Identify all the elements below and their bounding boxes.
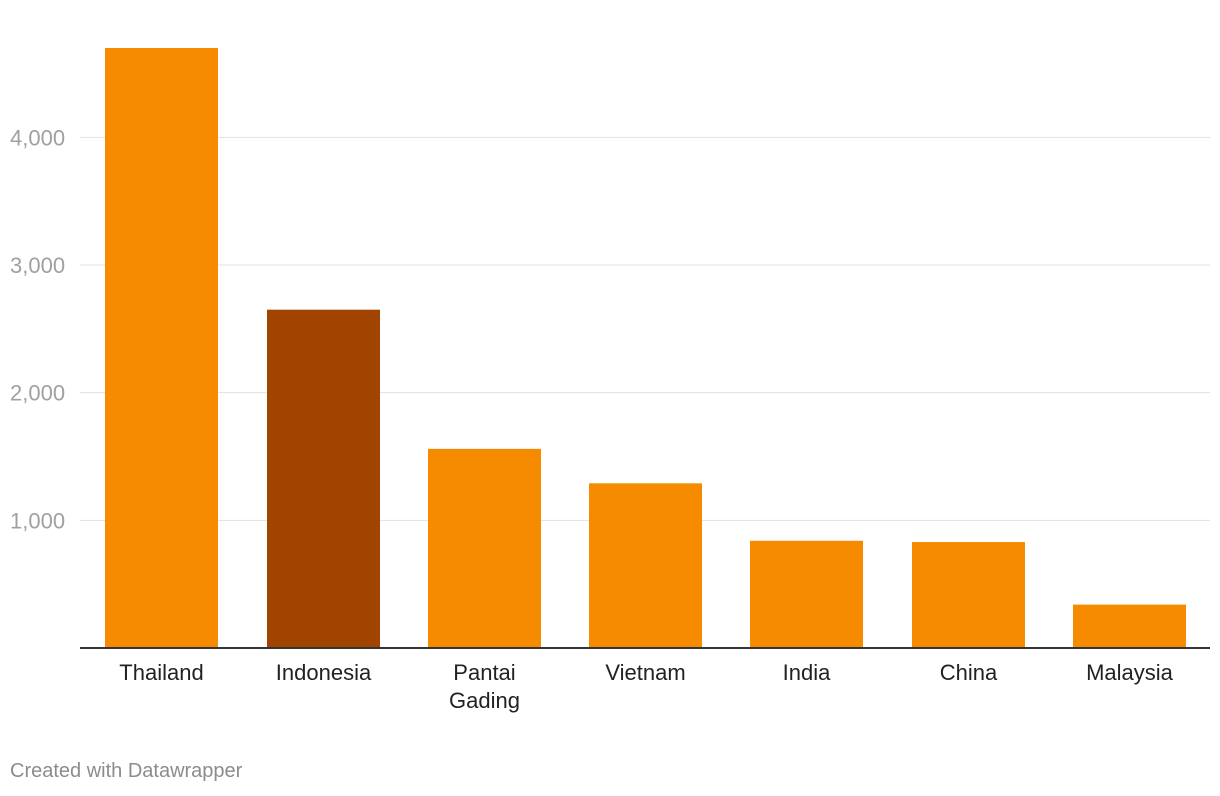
bar-india: [750, 540, 863, 648]
credit-text: Created with Datawrapper: [10, 760, 243, 782]
bar-china: [912, 542, 1025, 648]
bar-thailand: [105, 48, 218, 648]
x-tick-label: India: [783, 660, 831, 685]
x-tick-label: Pantai Gading: [449, 660, 520, 713]
y-tick-label: 1,000: [10, 508, 65, 533]
y-tick-label: 4,000: [10, 125, 65, 150]
x-axis-ticks: Thailand Indonesia Pantai Gading Vietnam Indi…: [119, 660, 1173, 713]
x-tick-label: Vietnam: [605, 660, 685, 685]
y-axis-ticks: 1,000 2,000 3,000 4,000: [10, 125, 65, 533]
bar-indonesia: [267, 309, 380, 648]
x-tick-label: Malaysia: [1086, 660, 1174, 685]
bar-vietnam: [589, 483, 702, 648]
y-tick-label: 2,000: [10, 381, 65, 406]
x-tick-label: Indonesia: [276, 660, 372, 685]
bar-malaysia: [1073, 604, 1186, 648]
bars-layer: [105, 48, 1186, 648]
bar-pantai-gading: [428, 448, 541, 648]
x-tick-label: Thailand: [119, 660, 203, 685]
x-tick-label: China: [940, 660, 998, 685]
y-tick-label: 3,000: [10, 253, 65, 278]
grid-layer: [80, 136, 1210, 521]
